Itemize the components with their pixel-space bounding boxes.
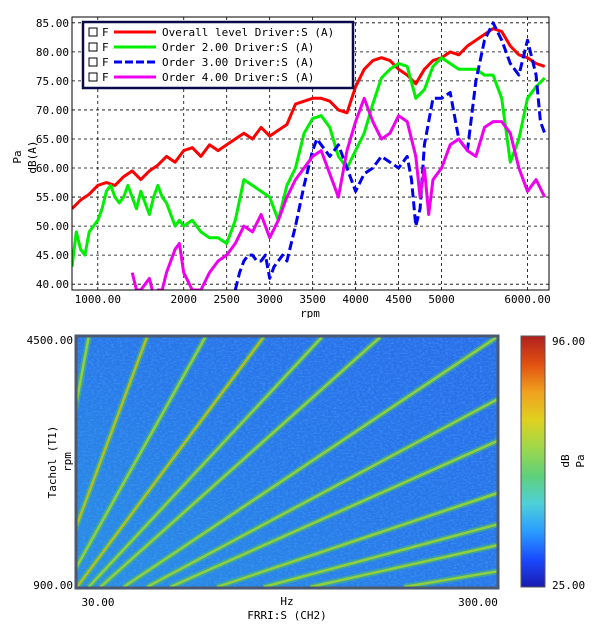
y-bottom-tick: 900.00 xyxy=(33,579,73,592)
legend-checkbox[interactable] xyxy=(88,42,98,52)
heatmap-title: Tachol (T1) xyxy=(46,426,59,499)
y-tick-label: 75.00 xyxy=(36,75,69,88)
x-tick-label: 5000 xyxy=(428,293,455,306)
x-left-tick: 30.00 xyxy=(81,596,114,609)
x-tick-label: 3500 xyxy=(299,293,326,306)
y-axis-unit: Pa xyxy=(11,150,24,163)
order-line xyxy=(122,337,497,587)
order-level-chart: 40.00 45.00 50.00 55.00 60.00 65.00 70.00 75.00… xyxy=(11,16,551,318)
series-line-3 xyxy=(233,21,547,290)
x-right-tick: 300.00 xyxy=(458,596,498,609)
colorbar xyxy=(520,335,546,588)
y-axis: 40.00 45.00 50.00 55.00 60.00 65.00 70.00 75.00… xyxy=(36,17,69,291)
legend-label: Order 2.00 Driver:S (A) xyxy=(162,41,314,54)
legend-flag: F xyxy=(102,71,109,84)
y-tick-label: 40.00 xyxy=(36,278,69,291)
x-axis-label: rpm xyxy=(300,307,320,318)
x-tick-label: 4000 xyxy=(342,293,369,306)
y-top-tick: 4500.00 xyxy=(27,334,73,347)
x-tick-label: 4500 xyxy=(385,293,412,306)
order-line xyxy=(146,398,497,587)
colorbar-max: 96.00 xyxy=(552,335,585,348)
legend-flag: F xyxy=(102,26,109,39)
y-tick-label: 55.00 xyxy=(36,191,69,204)
legend-checkbox[interactable] xyxy=(88,57,98,67)
x-axis-label: FRRI:S (CH2) xyxy=(247,609,326,622)
order-line xyxy=(99,337,382,587)
order-lines xyxy=(77,337,497,587)
x-axis-unit: Hz xyxy=(280,595,293,608)
colorbar-min: 25.00 xyxy=(552,579,585,592)
order-line xyxy=(77,337,207,569)
legend-checkbox[interactable] xyxy=(88,72,98,82)
order-line xyxy=(87,337,323,587)
legend-label: Order 4.00 Driver:S (A) xyxy=(162,71,314,84)
order-line xyxy=(77,337,265,587)
y-axis-label: dB(A) xyxy=(26,140,39,173)
x-tick-label: 2000 xyxy=(170,293,197,306)
legend-flag: F xyxy=(102,56,109,69)
series-line-1 xyxy=(72,27,546,210)
y-tick-label: 50.00 xyxy=(36,220,69,233)
heatmap-area xyxy=(77,337,497,587)
legend-flag: F xyxy=(102,41,109,54)
series-group xyxy=(72,21,547,290)
order-line xyxy=(77,337,90,407)
x-tick-label: 1000.00 xyxy=(75,293,121,306)
x-tick-label: 3000 xyxy=(256,293,283,306)
legend-checkbox[interactable] xyxy=(88,27,98,37)
y-axis-label: rpm xyxy=(61,452,74,472)
legend-label: Order 3.00 Driver:S (A) xyxy=(162,56,314,69)
plot-border xyxy=(71,16,550,291)
y-tick-label: 85.00 xyxy=(36,17,69,30)
y-tick-label: 45.00 xyxy=(36,249,69,262)
y-tick-label: 80.00 xyxy=(36,46,69,59)
heatmap-border xyxy=(74,334,500,590)
order-line xyxy=(263,523,497,587)
y-tick-label: 60.00 xyxy=(36,162,69,175)
x-tick-label: 6000.00 xyxy=(504,293,550,306)
legend: F Overall level Driver:S (A) F Order 2.00 D… xyxy=(81,20,355,90)
series-line-4 xyxy=(130,96,547,290)
y-tick-label: 65.00 xyxy=(36,133,69,146)
y-tick-label: 70.00 xyxy=(36,104,69,117)
series-line-2 xyxy=(72,56,546,267)
legend-label: Overall level Driver:S (A) xyxy=(162,26,334,39)
order-line xyxy=(216,491,497,587)
order-line xyxy=(77,337,149,529)
order-line xyxy=(169,439,497,587)
spectrogram-chart: 4500.00 900.00 30.00 300.00 Hz FRRI:S (C… xyxy=(27,334,587,622)
colorbar-label: dB xyxy=(559,454,572,468)
x-axis: 1000.00 2000 2500 3000 3500 4000 4500 5000 6000.… xyxy=(75,293,551,306)
x-tick-label: 2500 xyxy=(213,293,240,306)
colorbar-unit: Pa xyxy=(574,454,587,467)
